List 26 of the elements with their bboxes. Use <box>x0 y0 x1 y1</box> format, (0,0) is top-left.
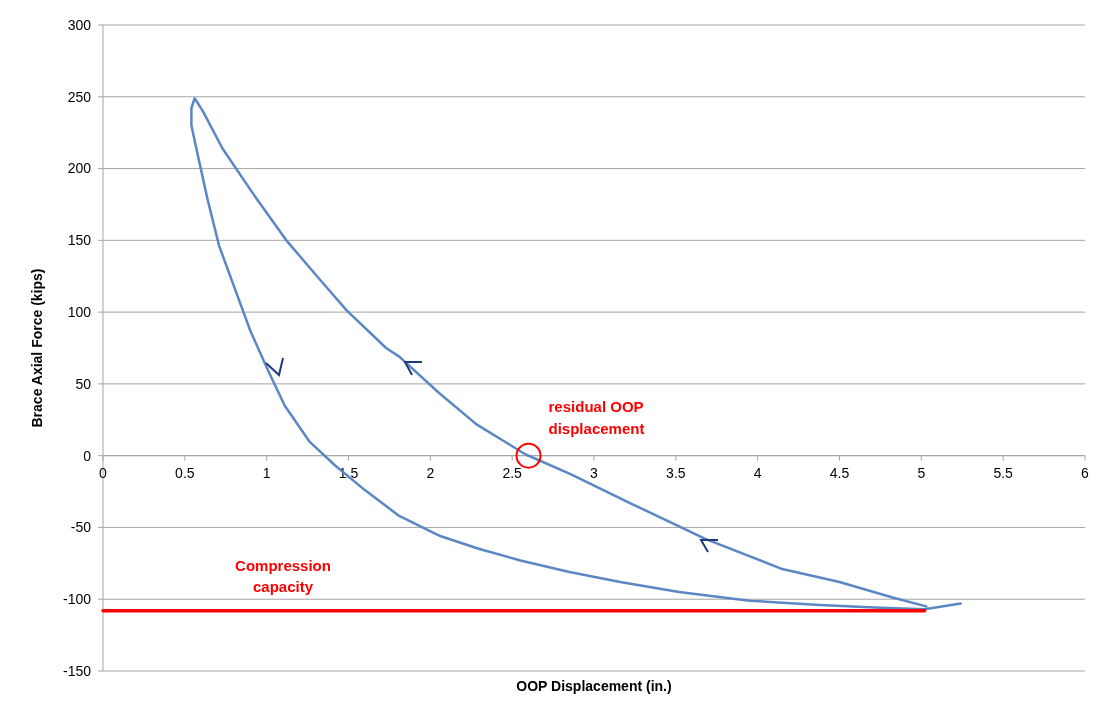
x-tick-label: 3.5 <box>666 464 686 481</box>
x-tick-label: 6 <box>1081 464 1090 481</box>
x-tick-label: 1 <box>262 464 271 481</box>
annotation: residual OOP displacement <box>548 397 645 438</box>
y-tick-label: 150 <box>67 232 92 249</box>
y-tick-label: 250 <box>67 88 92 105</box>
x-axis-title: OOP Displacement (in.) <box>516 678 672 694</box>
y-tick-label: -100 <box>62 591 92 608</box>
x-tick-label: 5.5 <box>993 464 1014 481</box>
x-tick-label: 2 <box>426 464 435 481</box>
y-tick-label: 300 <box>67 16 92 33</box>
x-tick-label: 0 <box>99 464 108 481</box>
x-tick-label: 5 <box>917 464 926 481</box>
y-tick-label: 200 <box>67 160 92 177</box>
x-tick-label: 3 <box>590 464 599 481</box>
x-tick-label: 2.5 <box>502 464 523 481</box>
x-tick-label: 4 <box>753 464 762 481</box>
annotation: Compression capacity <box>235 556 331 595</box>
y-tick-label: -50 <box>70 519 92 536</box>
y-tick-label: 50 <box>75 375 92 392</box>
y-tick-label: 0 <box>83 447 92 464</box>
x-tick-label: 0.5 <box>175 464 195 481</box>
y-tick-label: 100 <box>67 304 92 321</box>
x-tick-label: 4.5 <box>829 464 850 481</box>
y-axis-title: Brace Axial Force (kips) <box>29 268 45 428</box>
y-tick-label: -150 <box>62 662 92 679</box>
